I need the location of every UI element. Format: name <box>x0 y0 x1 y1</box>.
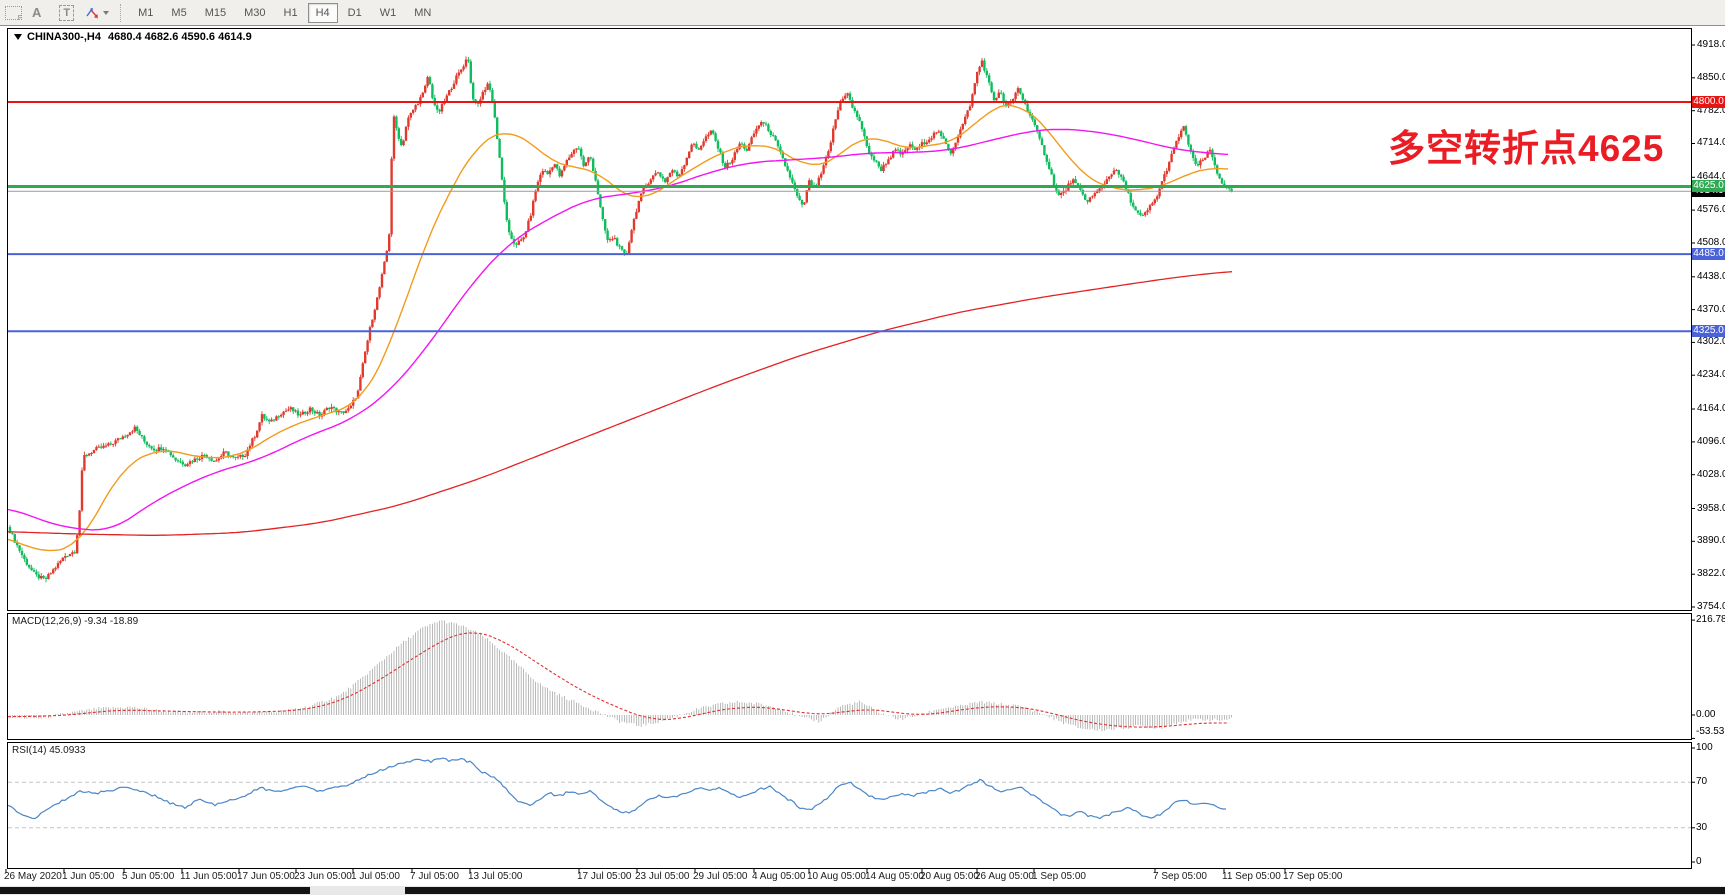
price-axis-label: 4508.0 <box>1697 236 1725 248</box>
price-axis-label: 3958.0 <box>1697 502 1725 514</box>
date-axis-label: 17 Sep 05:00 <box>1283 871 1343 882</box>
timeframe-group: M1 M5 M15 M30 H1 H4 D1 W1 MN <box>129 0 440 25</box>
date-axis-label: 17 Jul 05:00 <box>577 871 632 882</box>
date-axis-label: 26 May 2020 <box>4 871 62 882</box>
symbol-period-label: CHINA300-,H4 <box>27 31 101 43</box>
date-axis-label: 11 Sep 05:00 <box>1222 871 1281 882</box>
rsi-panel[interactable] <box>7 742 1692 869</box>
date-axis-label: 4 Aug 05:00 <box>752 871 806 882</box>
price-axis-label: 4438.0 <box>1697 270 1725 282</box>
timeframe-button-MN[interactable]: MN <box>414 6 432 19</box>
date-axis-label: 13 Jul 05:00 <box>468 871 523 882</box>
date-axis-label: 1 Jul 05:00 <box>351 871 400 882</box>
dotted-grid-icon[interactable]: F <box>1 3 22 23</box>
date-axis-label: 23 Jul 05:00 <box>635 871 690 882</box>
price-axis-label: 3754.0 <box>1697 601 1725 612</box>
annotation-text: 多空转折点4625 <box>1388 128 1665 169</box>
price-level-badge: 4485.0 <box>1692 248 1725 261</box>
letter-t-glyph: T <box>59 4 75 21</box>
date-axis-label: 23 Jun 05:00 <box>294 871 352 882</box>
price-axis-label: 4714.0 <box>1697 137 1725 149</box>
arrows-icon[interactable] <box>84 3 110 23</box>
price-axis-label: 4028.0 <box>1697 468 1725 480</box>
price-axis-label: 4164.0 <box>1697 403 1725 415</box>
date-axis-label: 17 Jun 05:00 <box>237 871 295 882</box>
date-axis-label: 11 Jun 05:00 <box>180 871 238 882</box>
rsi-axis-label: 70 <box>1696 776 1708 788</box>
macd-axis-label: 0.00 <box>1696 709 1716 720</box>
date-axis-label: 7 Sep 05:00 <box>1153 871 1207 882</box>
timeframe-button-H4[interactable]: H4 <box>307 2 338 23</box>
chart-title: CHINA300-,H4 4680.4 4682.6 4590.6 4614.9 <box>14 31 252 43</box>
toolbar-separator <box>120 3 122 22</box>
price-axis-label: 4782.0 <box>1697 104 1725 116</box>
date-axis-label: 1 Jun 05:00 <box>62 871 115 882</box>
price-axis-label: 3890.0 <box>1697 535 1725 547</box>
arrows-glyph <box>86 7 98 19</box>
timeframe-button-M15[interactable]: M15 <box>204 6 227 19</box>
price-axis-label: 4370.0 <box>1697 303 1725 315</box>
scrollbar-segment-right[interactable] <box>405 887 1725 894</box>
price-axis-label: 3822.0 <box>1697 568 1725 580</box>
macd-panel[interactable] <box>7 613 1692 740</box>
date-axis-label: 26 Aug 05:00 <box>975 871 1034 882</box>
scrollbar-segment-left[interactable] <box>0 887 310 894</box>
rsi-axis-label: 30 <box>1696 821 1708 833</box>
date-axis-label: 20 Aug 05:00 <box>920 871 979 882</box>
rsi-label: RSI(14) 45.0933 <box>12 745 86 756</box>
rsi-axis-label: 0 <box>1696 856 1702 867</box>
date-axis-label: 14 Aug 05:00 <box>865 871 924 882</box>
date-axis-label: 7 Jul 05:00 <box>410 871 459 882</box>
text-label-icon[interactable]: A <box>24 3 49 23</box>
price-axis-label: 4850.0 <box>1697 71 1725 83</box>
timeframe-button-H1[interactable]: H1 <box>283 6 298 19</box>
date-axis-label: 1 Sep 05:00 <box>1032 871 1086 882</box>
macd-label: MACD(12,26,9) -9.34 -18.89 <box>12 616 139 627</box>
macd-axis-label: -53.53 <box>1696 726 1725 737</box>
price-level-badge: 4325.0 <box>1692 325 1725 338</box>
timeframe-button-M30[interactable]: M30 <box>244 6 266 19</box>
collapse-triangle-icon <box>14 34 22 40</box>
price-axis-label: 4576.0 <box>1697 204 1725 216</box>
timeframe-button-W1[interactable]: W1 <box>379 6 397 19</box>
price-axis-label: 4918.0 <box>1697 39 1725 50</box>
price-axis-label: 4234.0 <box>1697 369 1725 381</box>
ohlc-values: 4680.4 4682.6 4590.6 4614.9 <box>107 31 252 43</box>
chevron-down-icon <box>103 10 110 15</box>
timeframe-button-M1[interactable]: M1 <box>138 6 154 19</box>
price-level-badge: 4625.0 <box>1692 180 1725 193</box>
rsi-axis-label: 100 <box>1696 742 1713 753</box>
dotted-grid-glyph: F <box>5 5 22 22</box>
macd-axis-label: 216.78 <box>1696 614 1725 626</box>
price-axis-label: 4302.0 <box>1697 336 1725 348</box>
date-axis-label: 10 Aug 05:00 <box>807 871 866 882</box>
letter-a-glyph: A <box>32 5 42 20</box>
price-level-badge: 4800.0 <box>1692 95 1725 108</box>
price-panel[interactable] <box>7 28 1692 611</box>
date-axis-label: 5 Jun 05:00 <box>122 871 175 882</box>
timeframe-button-D1[interactable]: D1 <box>347 6 362 19</box>
price-axis-label: 4096.0 <box>1697 435 1725 447</box>
date-axis-label: 29 Jul 05:00 <box>693 871 748 882</box>
horizontal-scrollbar[interactable] <box>0 887 1725 894</box>
price-axis-label: 4644.0 <box>1697 171 1725 183</box>
text-box-icon[interactable]: T <box>51 3 82 23</box>
toolbar: F A T M1 M5 M15 M30 H1 H4 D1 W1 MN <box>0 0 1725 25</box>
timeframe-button-M5[interactable]: M5 <box>171 6 187 19</box>
